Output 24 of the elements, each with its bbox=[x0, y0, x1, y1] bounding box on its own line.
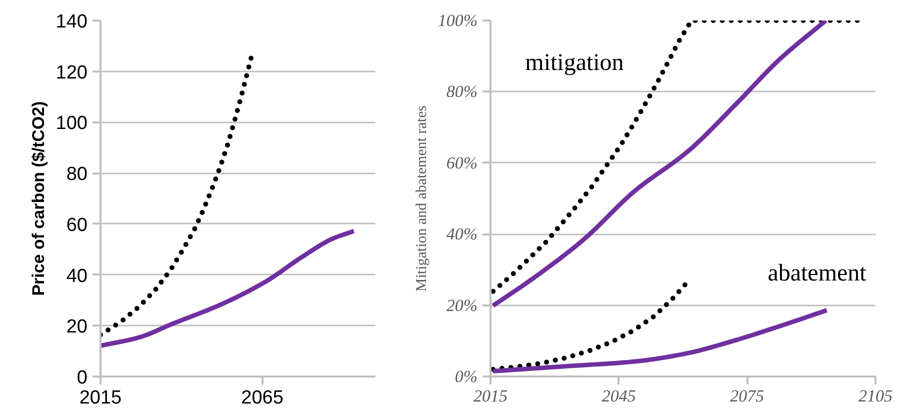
y-tick-label: 40 bbox=[66, 266, 88, 287]
x-tick-label: 2065 bbox=[241, 388, 284, 408]
y-tick-label: 100% bbox=[438, 11, 478, 30]
y-tick-label: 20 bbox=[66, 316, 88, 338]
y-tick-label: 80 bbox=[66, 164, 88, 186]
y-tick-label: 0% bbox=[454, 367, 478, 386]
y-tick-label: 120 bbox=[56, 62, 88, 84]
y-axis-title: Mitigation and abatement rates bbox=[414, 105, 430, 292]
x-tick-label: 2105 bbox=[858, 386, 892, 406]
x-tick-label: 2015 bbox=[79, 388, 122, 408]
x-tick-label: 2075 bbox=[730, 386, 764, 406]
y-tick-label: 140 bbox=[56, 12, 88, 32]
y-axis-title: Price of carbon ($/tCO2) bbox=[28, 101, 48, 296]
y-tick-label: 20% bbox=[446, 296, 478, 315]
y-tick-label: 60% bbox=[446, 153, 478, 172]
x-tick-label: 2015 bbox=[474, 386, 508, 406]
annotation: mitigation bbox=[525, 50, 624, 76]
y-tick-label: 60 bbox=[66, 214, 88, 236]
y-tick-label: 0 bbox=[76, 368, 88, 388]
x-tick-label: 2045 bbox=[602, 386, 636, 406]
y-tick-label: 40% bbox=[446, 224, 478, 244]
y-tick-label: 80% bbox=[446, 82, 478, 102]
annotation: abatement bbox=[768, 260, 867, 286]
y-tick-label: 100 bbox=[56, 113, 88, 134]
